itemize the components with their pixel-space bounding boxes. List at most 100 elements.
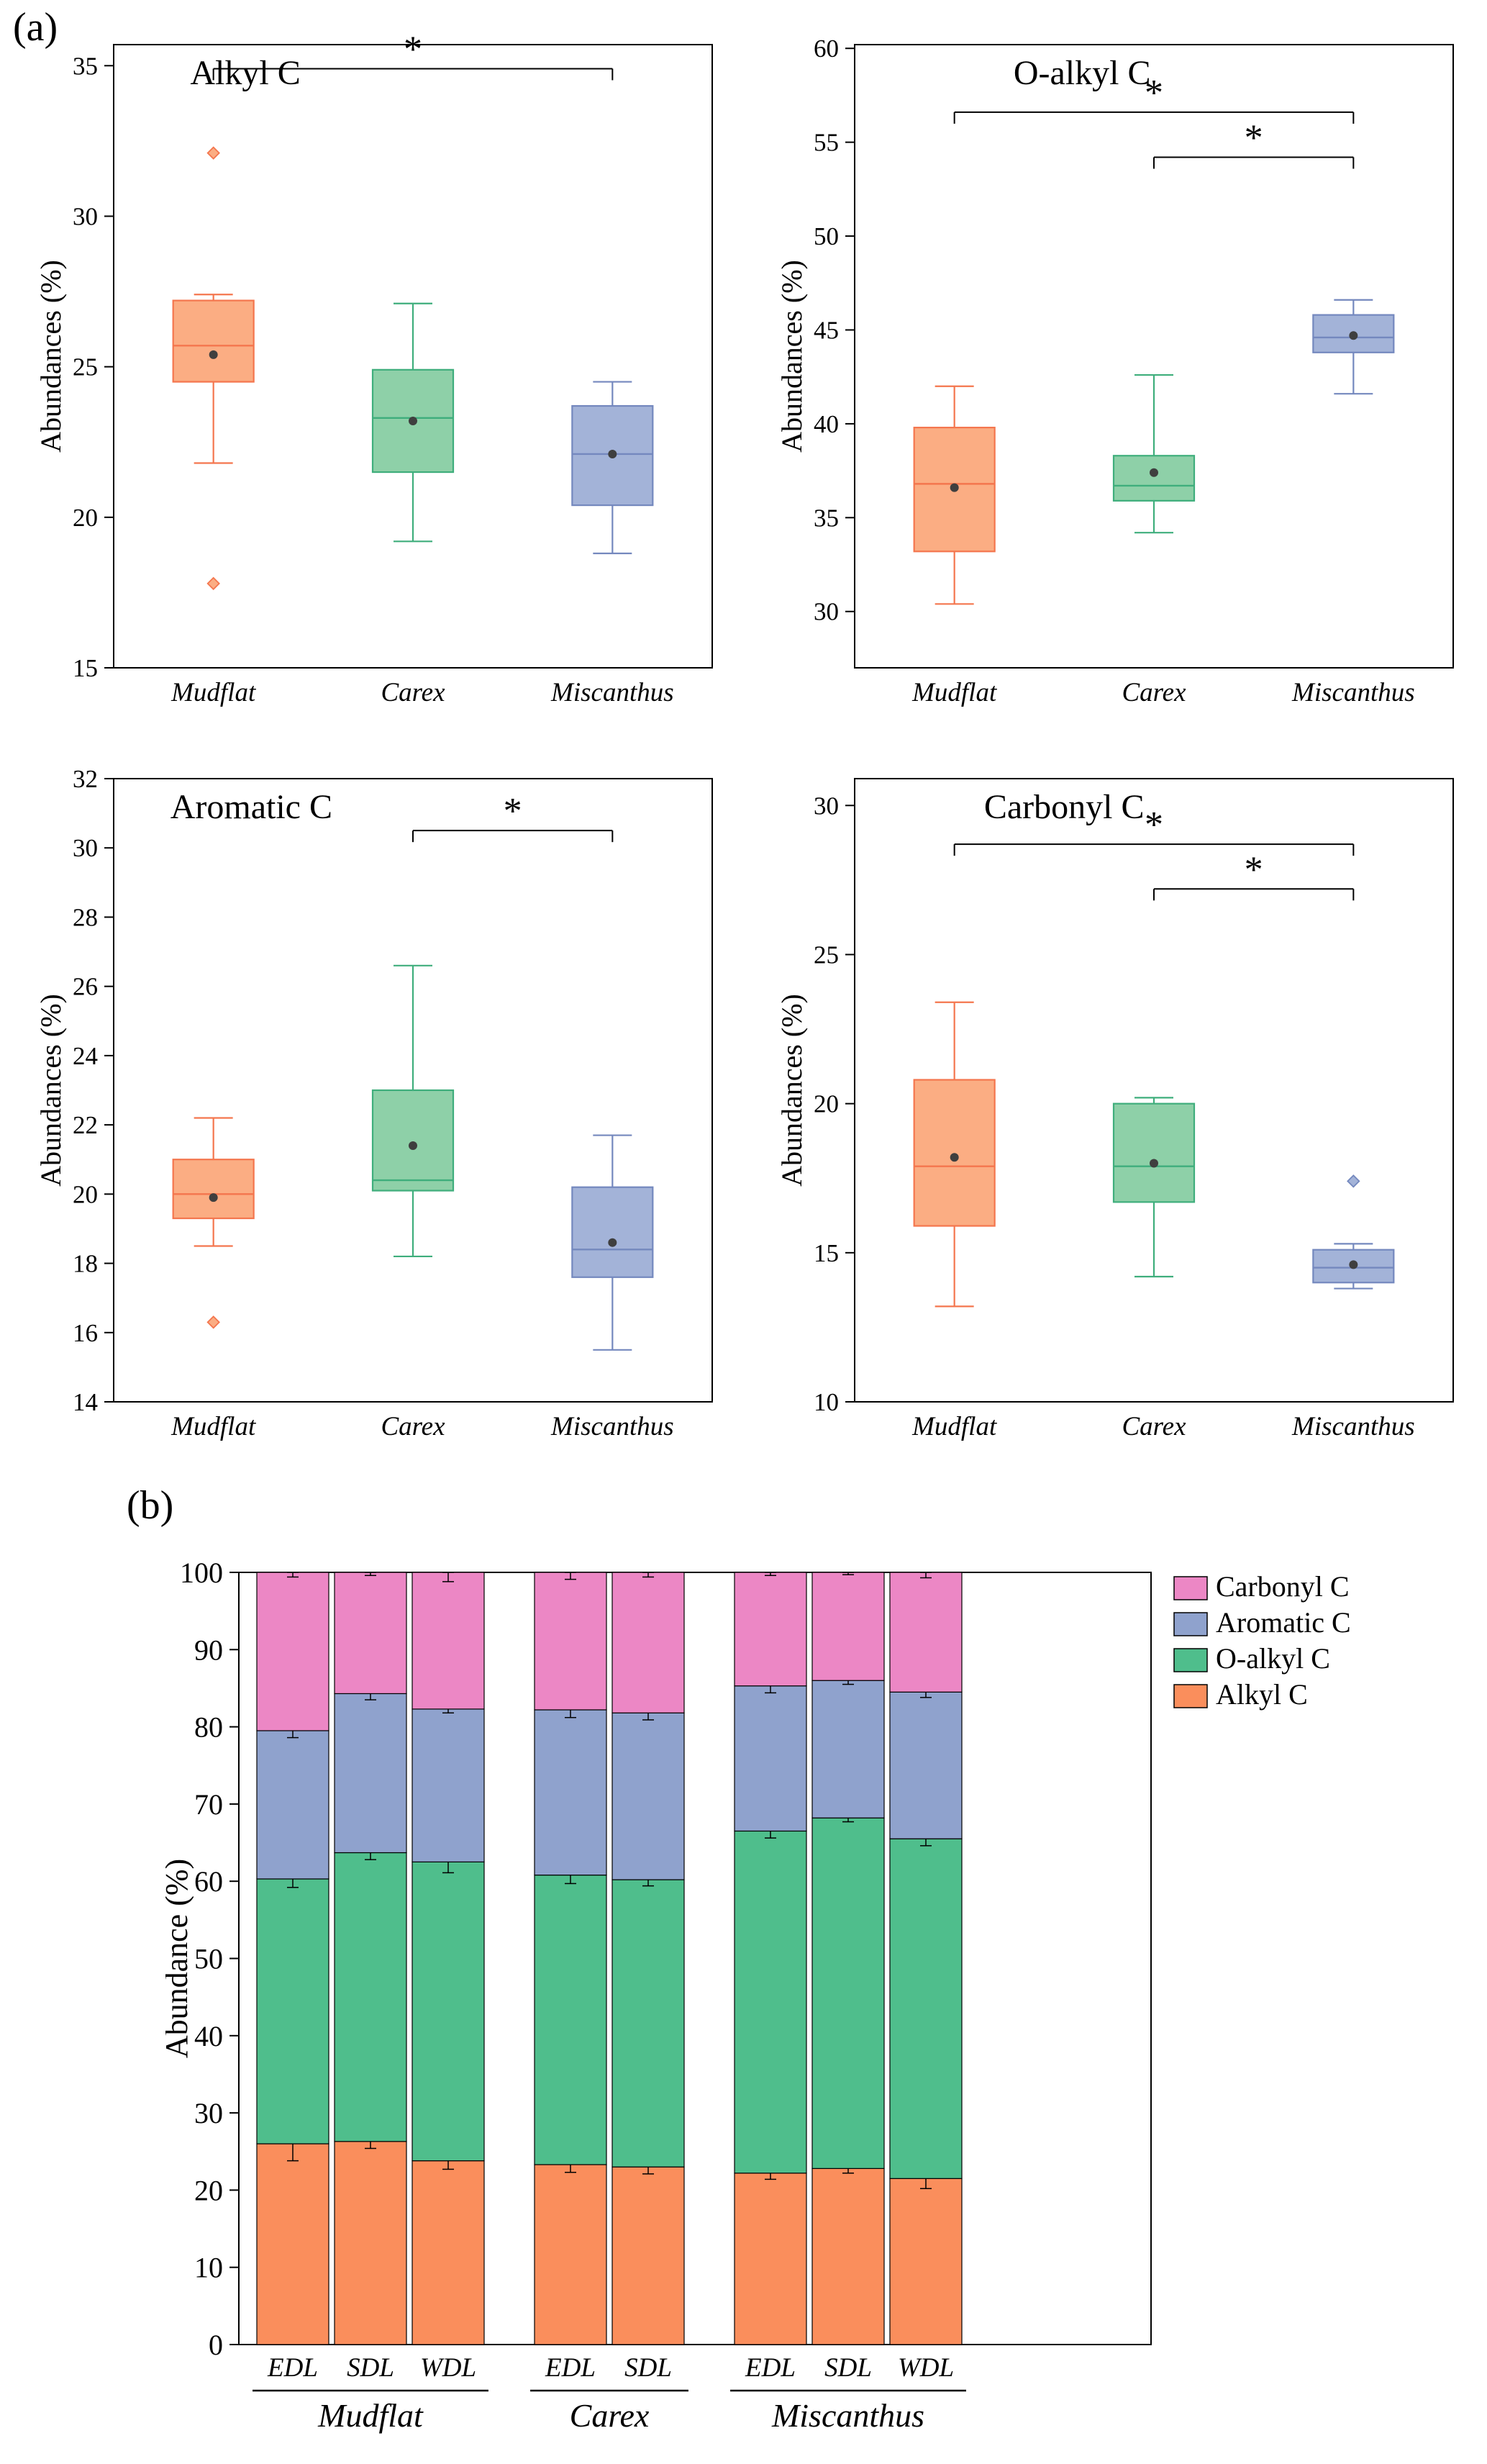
y-axis-label: Abundances (%) bbox=[777, 994, 808, 1187]
y-axis-label: Abundances (%) bbox=[36, 260, 67, 453]
mean-dot bbox=[950, 1153, 959, 1162]
significance-star: * bbox=[1245, 118, 1263, 159]
bar-segment bbox=[534, 1709, 607, 1876]
y-tick-label: 30 bbox=[194, 2097, 223, 2129]
x-bar-label: EDL bbox=[267, 2353, 318, 2383]
bar-segment bbox=[256, 2143, 329, 2345]
box-mudflat bbox=[913, 1001, 996, 1308]
y-tick-label: 15 bbox=[814, 1239, 839, 1267]
plot-frame bbox=[854, 44, 1454, 669]
y-axis-label: Abundances (%) bbox=[777, 260, 808, 453]
y-tick-label: 20 bbox=[73, 504, 98, 532]
outlier-point bbox=[206, 1315, 220, 1329]
bar-segment bbox=[889, 2178, 963, 2345]
y-tick-label: 30 bbox=[73, 834, 98, 862]
x-category-label: Miscanthus bbox=[1291, 1412, 1415, 1441]
bar-segment bbox=[611, 2166, 685, 2345]
stacked-bar-wdl-2 bbox=[411, 1572, 485, 2345]
bar-segment bbox=[734, 1685, 807, 1832]
mean-dot bbox=[1150, 468, 1158, 477]
group-label: Mudflat bbox=[317, 2397, 424, 2434]
bar-segment bbox=[811, 2168, 885, 2345]
y-tick-label: 20 bbox=[814, 1090, 839, 1118]
iqr-box bbox=[571, 1186, 654, 1278]
y-axis-label: Abundances (%) bbox=[36, 994, 67, 1187]
x-category-label: Mudflat bbox=[911, 1412, 998, 1441]
mean-dot bbox=[409, 416, 417, 425]
y-tick-label: 90 bbox=[194, 1634, 223, 1666]
stacked-bar-edl-5 bbox=[734, 1572, 807, 2345]
stacked-bar-sdl-1 bbox=[334, 1572, 407, 2345]
y-tick-label: 30 bbox=[814, 598, 839, 626]
stacked-bar-sdl-6 bbox=[811, 1572, 885, 2345]
mean-dot bbox=[409, 1141, 417, 1150]
bar-segment bbox=[256, 1730, 329, 1880]
stacked-bar-edl-3 bbox=[534, 1572, 607, 2345]
bar-segment bbox=[534, 1572, 607, 1711]
x-bar-label: SDL bbox=[347, 2353, 394, 2383]
x-bar-label: EDL bbox=[545, 2353, 596, 2383]
bar-segment bbox=[734, 1572, 807, 1687]
boxplot-o-alkyl-c: 30 35 40 45 50 55 60 Abundances (%) O-alkyl C Mud… bbox=[777, 35, 1454, 707]
mean-dot bbox=[1349, 331, 1358, 340]
legend-swatch bbox=[1173, 1576, 1208, 1600]
bar-segment bbox=[534, 1875, 607, 2165]
iqr-box bbox=[1112, 1102, 1196, 1203]
boxplot-carbonyl-c: 10 15 20 25 30 Abundances (%) Carbonyl C Mudfla… bbox=[777, 778, 1454, 1441]
bar-segment bbox=[334, 1852, 407, 2142]
y-tick-label: 55 bbox=[814, 129, 839, 157]
outlier-point bbox=[206, 146, 220, 160]
significance-bracket: * bbox=[412, 791, 614, 843]
significance-bracket: * bbox=[1153, 118, 1355, 169]
x-bar-label: WDL bbox=[898, 2353, 954, 2383]
outlier-point bbox=[1347, 1174, 1360, 1188]
stacked-bar-chart: 0 10 20 30 40 50 60 70 80 90 100 Abundance (%) EDL SD… bbox=[165, 1557, 1351, 2434]
iqr-box bbox=[371, 1089, 455, 1192]
x-bar-label: EDL bbox=[745, 2353, 796, 2383]
x-category-label: Miscanthus bbox=[550, 678, 674, 707]
significance-star: * bbox=[404, 29, 422, 70]
significance-bracket: * bbox=[1153, 849, 1355, 901]
x-category-label: Mudflat bbox=[911, 678, 998, 707]
box-miscanthus bbox=[1312, 299, 1395, 395]
y-tick-label: 10 bbox=[194, 2252, 223, 2284]
y-tick-label: 60 bbox=[194, 1865, 223, 1898]
x-category-label: Mudflat bbox=[170, 678, 257, 707]
panel-a-label: (a) bbox=[13, 5, 58, 50]
y-tick-label: 45 bbox=[814, 316, 839, 344]
legend-swatch bbox=[1173, 1684, 1208, 1708]
stacked-bar-sdl-4 bbox=[611, 1572, 685, 2345]
box-carex bbox=[371, 302, 455, 543]
box-carex bbox=[1112, 1097, 1196, 1278]
stacked-bar-wdl-7 bbox=[889, 1572, 963, 2345]
box-carex bbox=[371, 964, 455, 1258]
significance-bracket: * bbox=[953, 73, 1355, 124]
x-category-label: Miscanthus bbox=[550, 1412, 674, 1441]
iqr-box bbox=[1112, 455, 1196, 502]
legend-label: Carbonyl C bbox=[1216, 1570, 1350, 1603]
x-category-label: Carex bbox=[381, 1412, 445, 1441]
bar-segment bbox=[534, 2164, 607, 2345]
box-mudflat bbox=[172, 1117, 255, 1329]
legend-swatch bbox=[1173, 1612, 1208, 1636]
y-tick-label: 16 bbox=[73, 1319, 98, 1347]
y-tick-label: 14 bbox=[73, 1388, 98, 1416]
bar-segment bbox=[611, 1572, 685, 1713]
y-tick-label: 32 bbox=[73, 765, 98, 793]
mean-dot bbox=[608, 449, 617, 458]
mean-dot bbox=[950, 483, 959, 492]
y-tick-label: 100 bbox=[180, 1557, 223, 1589]
mean-dot bbox=[209, 1193, 218, 1202]
mean-dot bbox=[209, 350, 218, 359]
significance-star: * bbox=[504, 791, 522, 832]
group-label: Miscanthus bbox=[771, 2397, 924, 2434]
boxplot-aromatic-c: 14 16 18 20 22 24 26 28 30 32 Abundances (%) Aromat… bbox=[36, 765, 713, 1441]
legend-label: O-alkyl C bbox=[1216, 1642, 1330, 1675]
iqr-box bbox=[172, 1159, 255, 1220]
bar-segment bbox=[334, 1572, 407, 1695]
y-tick-label: 25 bbox=[814, 941, 839, 969]
y-tick-label: 40 bbox=[814, 410, 839, 438]
legend-swatch bbox=[1173, 1648, 1208, 1672]
y-tick-label: 30 bbox=[73, 202, 98, 230]
